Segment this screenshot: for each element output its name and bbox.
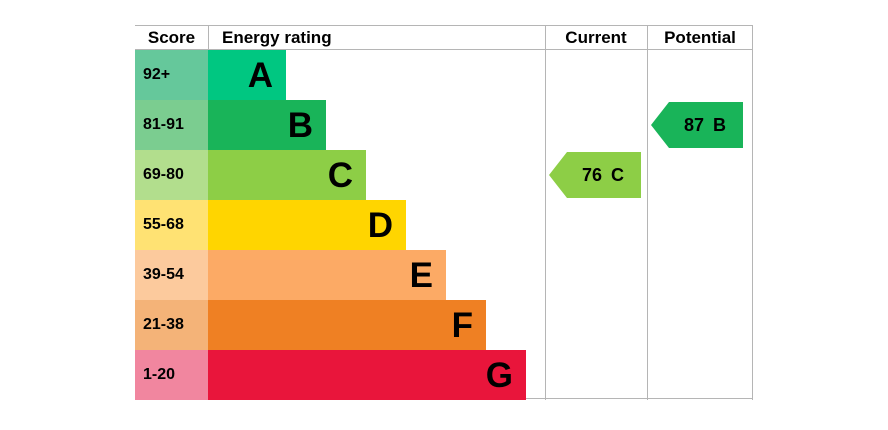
header-energy-rating-label: Energy rating	[222, 28, 332, 47]
rating-letter: G	[485, 355, 513, 395]
band-row-a: 92+ A	[135, 50, 545, 100]
rating-bar-g: G	[208, 350, 526, 400]
header-current-label: Current	[565, 28, 627, 47]
rating-bar-c: C	[208, 150, 366, 200]
band-row-b: 81-91 B	[135, 100, 545, 150]
band-row-d: 55-68 D	[135, 200, 545, 250]
score-range-label: 1-20	[135, 350, 208, 400]
score-range-label: 55-68	[135, 200, 208, 250]
rating-bar-e: E	[208, 250, 446, 300]
rating-letter: D	[367, 205, 393, 245]
rating-bar-d: D	[208, 200, 406, 250]
rating-bands-body: 92+ A 81-91 B 69-80 C 55-68 D 39-54 E 21-38 F 1-20 G	[135, 50, 545, 400]
rating-letter: F	[451, 305, 473, 345]
rating-bar-b: B	[208, 100, 326, 150]
table-header: Score Energy rating Current Potential	[135, 26, 753, 50]
header-potential-label: Potential	[664, 28, 736, 47]
current-rating-arrow: 76 C	[549, 152, 641, 198]
rating-letter: C	[327, 155, 353, 195]
score-range-label: 21-38	[135, 300, 208, 350]
band-row-f: 21-38 F	[135, 300, 545, 350]
score-range-label: 39-54	[135, 250, 208, 300]
current-rating-value: 76	[581, 165, 603, 185]
potential-rating-value: 87	[683, 115, 705, 135]
band-row-e: 39-54 E	[135, 250, 545, 300]
rating-letter: A	[247, 55, 273, 95]
header-score-label: Score	[147, 28, 196, 47]
band-row-c: 69-80 C	[135, 150, 545, 200]
rating-letter: E	[409, 255, 433, 295]
band-row-g: 1-20 G	[135, 350, 545, 400]
column-divider-potential	[647, 26, 648, 400]
column-divider-score	[208, 26, 209, 50]
rating-bar-a: A	[208, 50, 286, 100]
score-range-label: 69-80	[135, 150, 208, 200]
potential-rating-arrow: 87 B	[651, 102, 743, 148]
score-range-label: 81-91	[135, 100, 208, 150]
current-rating-letter: C	[611, 165, 625, 185]
score-range-label: 92+	[135, 50, 208, 100]
potential-rating-letter: B	[713, 115, 727, 135]
column-divider-current	[545, 26, 546, 400]
epc-rating-table: Score Energy rating Current Potential 92…	[135, 25, 753, 400]
table-right-border	[752, 26, 753, 400]
rating-bar-f: F	[208, 300, 486, 350]
rating-letter: B	[287, 105, 313, 145]
